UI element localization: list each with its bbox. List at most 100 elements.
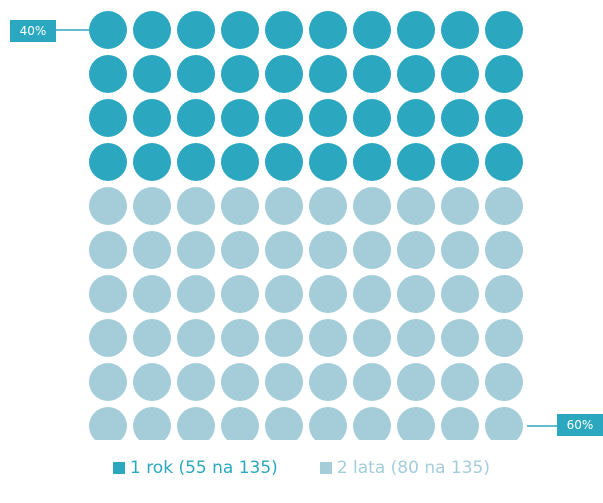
waffle-dot-series-1 — [397, 143, 435, 181]
waffle-dot-series-1 — [353, 11, 391, 49]
legend-item-1-rok: 1 rok (55 na 135) — [112, 458, 278, 478]
waffle-dot-series-2 — [353, 319, 391, 357]
waffle-dot-series-2 — [397, 319, 435, 357]
waffle-dot-series-2 — [177, 187, 215, 225]
waffle-dot-series-2 — [133, 187, 171, 225]
waffle-dot-series-1 — [221, 55, 259, 93]
waffle-dot-series-2 — [353, 363, 391, 401]
waffle-dot-series-2 — [89, 187, 127, 225]
waffle-dot-series-2 — [441, 407, 479, 440]
waffle-dot-series-1 — [353, 99, 391, 137]
waffle-dot-series-2 — [441, 187, 479, 225]
waffle-dot-series-2 — [221, 363, 259, 401]
waffle-dot-series-2 — [177, 275, 215, 313]
waffle-dot-series-2 — [397, 275, 435, 313]
waffle-dot-series-2 — [133, 231, 171, 269]
waffle-dot-series-2 — [485, 319, 523, 357]
waffle-dot-series-2 — [309, 407, 347, 440]
waffle-dot-series-1 — [353, 143, 391, 181]
waffle-dot-series-2 — [265, 407, 303, 440]
legend-item-2-lata: 2 lata (80 na 135) — [319, 458, 491, 478]
waffle-dot-series-2 — [353, 407, 391, 440]
waffle-dot-series-2 — [89, 363, 127, 401]
legend-label-2-lata: 2 lata (80 na 135) — [336, 458, 491, 478]
waffle-dot-series-1 — [397, 99, 435, 137]
waffle-dot-series-2 — [221, 275, 259, 313]
waffle-dot-series-2 — [485, 231, 523, 269]
waffle-dot-series-2 — [133, 363, 171, 401]
waffle-dot-series-1 — [133, 99, 171, 137]
waffle-dot-series-2 — [221, 319, 259, 357]
waffle-dot-series-1 — [265, 99, 303, 137]
waffle-dot-series-2 — [397, 407, 435, 440]
waffle-dot-series-2 — [485, 275, 523, 313]
waffle-dot-series-2 — [89, 275, 127, 313]
waffle-dot-series-2 — [309, 187, 347, 225]
waffle-dot-series-1 — [309, 55, 347, 93]
waffle-dot-series-2 — [265, 319, 303, 357]
waffle-chart: 40% 60% — [10, 11, 603, 440]
waffle-dot-series-1 — [265, 55, 303, 93]
annotation-60-box — [557, 414, 603, 436]
waffle-dot-series-2 — [89, 231, 127, 269]
waffle-dot-series-1 — [221, 11, 259, 49]
waffle-dot-series-2 — [353, 275, 391, 313]
waffle-dot-series-2 — [221, 187, 259, 225]
waffle-dot-series-2 — [177, 319, 215, 357]
waffle-dot-series-2 — [177, 363, 215, 401]
waffle-dot-series-1 — [309, 143, 347, 181]
waffle-dot-series-1 — [177, 143, 215, 181]
waffle-dot-series-1 — [89, 99, 127, 137]
annotation-60-text: 60% — [567, 418, 594, 432]
waffle-dot-series-1 — [89, 143, 127, 181]
legend-swatch-1-rok — [112, 462, 125, 474]
waffle-dot-series-2 — [89, 407, 127, 440]
legend-label-1-rok: 1 rok (55 na 135) — [129, 458, 278, 478]
waffle-dot-series-2 — [485, 363, 523, 401]
waffle-dot-series-1 — [265, 11, 303, 49]
waffle-dot-series-2 — [441, 231, 479, 269]
annotation-40-text: 40% — [20, 24, 47, 38]
waffle-dot-series-2 — [177, 231, 215, 269]
waffle-dot-series-2 — [221, 407, 259, 440]
waffle-dot-series-1 — [89, 55, 127, 93]
waffle-dot-series-1 — [485, 143, 523, 181]
waffle-dot-series-1 — [221, 143, 259, 181]
waffle-dot-series-2 — [441, 363, 479, 401]
annotation-40-box — [10, 20, 56, 42]
waffle-dot-series-2 — [441, 275, 479, 313]
waffle-dot-series-1 — [265, 143, 303, 181]
waffle-dot-series-1 — [89, 11, 127, 49]
waffle-dot-series-2 — [353, 231, 391, 269]
waffle-dot-series-2 — [221, 231, 259, 269]
waffle-dot-series-1 — [133, 55, 171, 93]
waffle-dot-series-2 — [309, 231, 347, 269]
waffle-dot-series-1 — [221, 99, 259, 137]
waffle-dot-series-1 — [133, 11, 171, 49]
waffle-dot-series-1 — [485, 11, 523, 49]
waffle-dot-series-1 — [441, 99, 479, 137]
waffle-dot-series-1 — [309, 99, 347, 137]
waffle-dot-series-1 — [177, 99, 215, 137]
waffle-dot-series-2 — [309, 275, 347, 313]
waffle-dot-series-2 — [353, 187, 391, 225]
waffle-dot-series-2 — [265, 363, 303, 401]
waffle-dot-series-1 — [441, 143, 479, 181]
waffle-dot-series-2 — [265, 187, 303, 225]
legend-swatch-2-lata — [319, 462, 332, 474]
legend: 1 rok (55 na 135) 2 lata (80 na 135) — [0, 458, 603, 478]
waffle-dot-series-2 — [397, 187, 435, 225]
waffle-dot-series-2 — [485, 187, 523, 225]
waffle-dot-series-1 — [485, 55, 523, 93]
waffle-dot-series-2 — [485, 407, 523, 440]
waffle-dot-series-2 — [89, 319, 127, 357]
waffle-dot-series-2 — [133, 275, 171, 313]
waffle-dot-series-2 — [309, 363, 347, 401]
waffle-dot-series-2 — [177, 407, 215, 440]
waffle-dot-series-1 — [441, 55, 479, 93]
waffle-dot-series-2 — [133, 319, 171, 357]
waffle-dot-series-1 — [133, 143, 171, 181]
waffle-dot-series-2 — [441, 319, 479, 357]
waffle-dot-series-1 — [441, 11, 479, 49]
waffle-dot-series-1 — [397, 11, 435, 49]
